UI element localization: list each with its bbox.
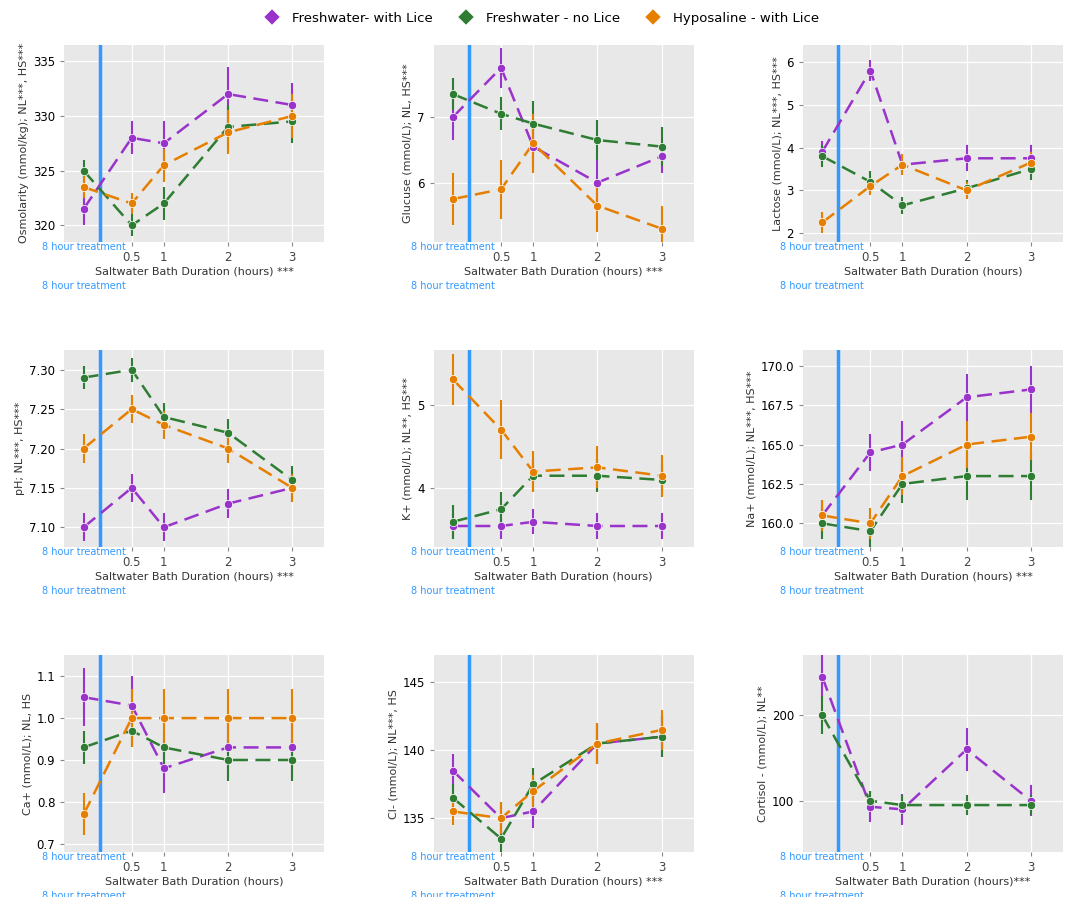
- Text: 8 hour treatment: 8 hour treatment: [780, 242, 865, 252]
- Y-axis label: pH; NL***, HS***: pH; NL***, HS***: [15, 402, 25, 495]
- Text: 8 hour treatment: 8 hour treatment: [42, 547, 125, 557]
- Text: 8 hour treatment: 8 hour treatment: [42, 242, 125, 252]
- Legend: Freshwater- with Lice, Freshwater - no Lice, Hyposaline - with Lice: Freshwater- with Lice, Freshwater - no L…: [254, 6, 824, 30]
- Y-axis label: Glucuse (mmol/L); NL, HS***: Glucuse (mmol/L); NL, HS***: [403, 64, 413, 223]
- X-axis label: Saltwater Bath Duration (hours) ***: Saltwater Bath Duration (hours) ***: [95, 266, 294, 276]
- Text: 8 hour treatment: 8 hour treatment: [42, 281, 125, 291]
- X-axis label: Saltwater Bath Duration (hours) ***: Saltwater Bath Duration (hours) ***: [833, 571, 1033, 582]
- Y-axis label: Osmolarity (mmol/kg); NL***, HS***: Osmolarity (mmol/kg); NL***, HS***: [19, 43, 29, 243]
- Text: 8 hour treatment: 8 hour treatment: [780, 281, 865, 291]
- Y-axis label: K+ (mmol/L); NL**, HS***: K+ (mmol/L); NL**, HS***: [403, 377, 413, 520]
- X-axis label: Saltwater Bath Duration (hours) ***: Saltwater Bath Duration (hours) ***: [95, 571, 294, 582]
- Text: 8 hour treatment: 8 hour treatment: [780, 547, 865, 557]
- Text: 8 hour treatment: 8 hour treatment: [411, 586, 495, 596]
- Text: 8 hour treatment: 8 hour treatment: [780, 586, 865, 596]
- Y-axis label: Cl- (mmol/L); NL***, HS: Cl- (mmol/L); NL***, HS: [388, 689, 398, 819]
- Y-axis label: Lactose (mmol/L); NL***, HS***: Lactose (mmol/L); NL***, HS***: [772, 56, 783, 231]
- Text: 8 hour treatment: 8 hour treatment: [411, 891, 495, 897]
- Text: 8 hour treatment: 8 hour treatment: [780, 852, 865, 862]
- Text: 8 hour treatment: 8 hour treatment: [42, 891, 125, 897]
- X-axis label: Saltwater Bath Duration (hours) ***: Saltwater Bath Duration (hours) ***: [465, 266, 663, 276]
- Text: 8 hour treatment: 8 hour treatment: [411, 547, 495, 557]
- Text: 8 hour treatment: 8 hour treatment: [411, 281, 495, 291]
- Y-axis label: Ca+ (mmol/L); NL, HS: Ca+ (mmol/L); NL, HS: [23, 692, 32, 814]
- X-axis label: Saltwater Bath Duration (hours): Saltwater Bath Duration (hours): [474, 571, 653, 582]
- X-axis label: Saltwater Bath Duration (hours)***: Saltwater Bath Duration (hours)***: [835, 877, 1031, 887]
- Text: 8 hour treatment: 8 hour treatment: [42, 586, 125, 596]
- Text: 8 hour treatment: 8 hour treatment: [411, 852, 495, 862]
- X-axis label: Saltwater Bath Duration (hours) ***: Saltwater Bath Duration (hours) ***: [465, 877, 663, 887]
- X-axis label: Saltwater Bath Duration (hours): Saltwater Bath Duration (hours): [106, 877, 284, 887]
- Y-axis label: Na+ (mmol/L); NL***, HS***: Na+ (mmol/L); NL***, HS***: [746, 370, 756, 527]
- X-axis label: Saltwater Bath Duration (hours): Saltwater Bath Duration (hours): [844, 266, 1022, 276]
- Text: 8 hour treatment: 8 hour treatment: [411, 242, 495, 252]
- Text: 8 hour treatment: 8 hour treatment: [42, 852, 125, 862]
- Y-axis label: Cortisol - (mmol/L); NL**: Cortisol - (mmol/L); NL**: [758, 685, 768, 822]
- Text: 8 hour treatment: 8 hour treatment: [780, 891, 865, 897]
